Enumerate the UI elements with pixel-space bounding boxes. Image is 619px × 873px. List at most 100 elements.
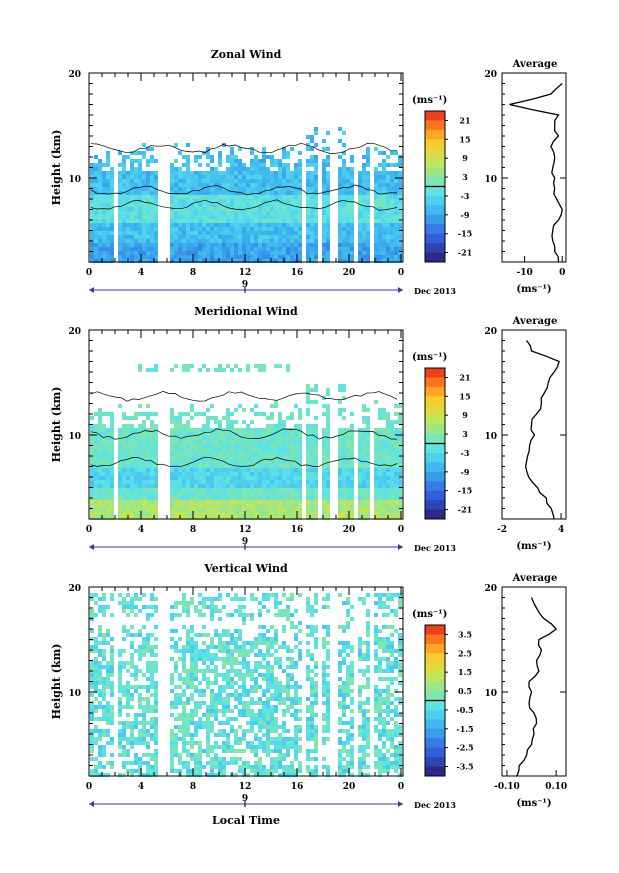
x-tick-label: 8 [190, 525, 196, 535]
panel-1: Zonal Wind 20 10 Height (km) 0 4 8 12 16 20 0 9 Dec … [50, 48, 567, 296]
x-tick-label: 4 [138, 525, 144, 535]
colorbar-unit: (ms⁻¹) [412, 95, 447, 106]
colorbar-segment [425, 233, 445, 244]
colorbar-tick-label: 15 [459, 134, 470, 144]
profile-x-tick-label: 4 [558, 525, 564, 535]
colorbar-segment [425, 728, 445, 739]
x-tick-label: 0 [398, 525, 404, 535]
profile-title: Average [512, 316, 558, 327]
date-bar-arrow [89, 801, 94, 807]
colorbar-segment [425, 368, 445, 378]
x-tick-label: 20 [343, 268, 356, 278]
colorbar-segment [425, 129, 445, 140]
profile-title: Average [512, 59, 558, 70]
x-tick-label: 0 [86, 782, 92, 792]
profile-y-tick-label: 10 [484, 432, 497, 442]
colorbar-tick-label: 9 [462, 153, 468, 163]
colorbar-segment [425, 243, 445, 254]
heatmap-cells [90, 127, 402, 263]
profile-title: Average [512, 573, 558, 584]
date-bar-arrow [398, 287, 403, 293]
colorbar-tick-label: 21 [459, 115, 470, 125]
colorbar-segment [425, 691, 445, 701]
date-bar-arrow [398, 801, 403, 807]
colorbar-segment [425, 443, 445, 454]
colorbar-segment [425, 158, 445, 169]
date-bar-arrow [89, 544, 94, 550]
colorbar-tick-label: 2.5 [458, 648, 472, 658]
colorbar-segment [425, 462, 445, 473]
colorbar-unit: (ms⁻¹) [412, 609, 447, 620]
colorbar-segment [425, 481, 445, 492]
profile-y-tick-label: 10 [484, 689, 497, 699]
colorbar-segment [425, 500, 445, 511]
month-label: Dec 2013 [414, 800, 456, 810]
profile-y-tick-label: 10 [484, 175, 497, 185]
colorbar-tick-label: -3 [461, 191, 470, 201]
x-tick-label: 0 [398, 782, 404, 792]
date-label: 9 [242, 537, 248, 547]
x-tick-label: 4 [138, 782, 144, 792]
colorbar-segment [425, 662, 445, 673]
colorbar-segment [425, 681, 445, 692]
colorbar-segment [425, 186, 445, 197]
date-bar-arrow [89, 287, 94, 293]
panel-title: Meridional Wind [194, 305, 298, 318]
colorbar-tick-label: -9 [461, 210, 470, 220]
heatmap-cells [90, 364, 402, 520]
colorbar-segment [425, 195, 445, 206]
profile-y-tick-label: 20 [484, 327, 497, 337]
colorbar-segment [425, 700, 445, 711]
y-tick-label: 20 [68, 327, 81, 337]
colorbar-unit: (ms⁻¹) [412, 352, 447, 363]
colorbar-tick-label: 15 [459, 391, 470, 401]
colorbar-segment [425, 214, 445, 225]
colorbar-tick-label: 1.5 [458, 667, 472, 677]
profile-frame [501, 329, 567, 520]
colorbar-segment [425, 709, 445, 720]
colorbar-segment [425, 747, 445, 758]
y-tick-label: 20 [68, 584, 81, 594]
y-tick-label: 10 [68, 689, 81, 699]
x-axis-label: Local Time [212, 814, 280, 827]
colorbar-segment [425, 396, 445, 407]
colorbar-tick-label: -1.5 [456, 724, 473, 734]
colorbar-segment [425, 148, 445, 159]
colorbar-segment [425, 719, 445, 730]
x-tick-label: 0 [398, 268, 404, 278]
colorbar-tick-label: -21 [458, 248, 472, 258]
colorbar-tick-label: 0.5 [458, 686, 472, 696]
y-tick-label: 10 [68, 432, 81, 442]
x-tick-label: 0 [86, 268, 92, 278]
y-axis-label: Height (km) [50, 387, 63, 463]
colorbar-segment [425, 139, 445, 150]
profile-x-label: (ms⁻¹) [516, 541, 551, 552]
colorbar-segment [425, 111, 445, 121]
x-tick-label: 16 [291, 525, 304, 535]
profile-frame [501, 586, 567, 777]
x-tick-label: 12 [239, 268, 252, 278]
y-tick-label: 10 [68, 175, 81, 185]
x-tick-label: 16 [291, 782, 304, 792]
colorbar-tick-label: -21 [458, 505, 472, 515]
colorbar-tick-label: 3.5 [458, 629, 472, 639]
profile-line [524, 340, 560, 520]
colorbar-tick-label: -3 [461, 448, 470, 458]
colorbar-segment [425, 120, 445, 131]
colorbar-segment [425, 405, 445, 416]
x-tick-label: 20 [343, 782, 356, 792]
colorbar-segment [425, 424, 445, 435]
profile-x-tick-label: -10 [516, 268, 532, 278]
colorbar-segment [425, 738, 445, 749]
colorbar-tick-label: -15 [458, 486, 472, 496]
profile-x-tick-label: -2 [497, 525, 507, 535]
x-tick-label: 8 [190, 268, 196, 278]
x-tick-label: 8 [190, 782, 196, 792]
contour-lines [90, 391, 398, 467]
profile-x-tick-label: 0.10 [545, 782, 567, 792]
colorbar-segment [425, 377, 445, 388]
colorbar-segment [425, 490, 445, 501]
colorbar-segment [425, 452, 445, 463]
x-tick-label: 20 [343, 525, 356, 535]
